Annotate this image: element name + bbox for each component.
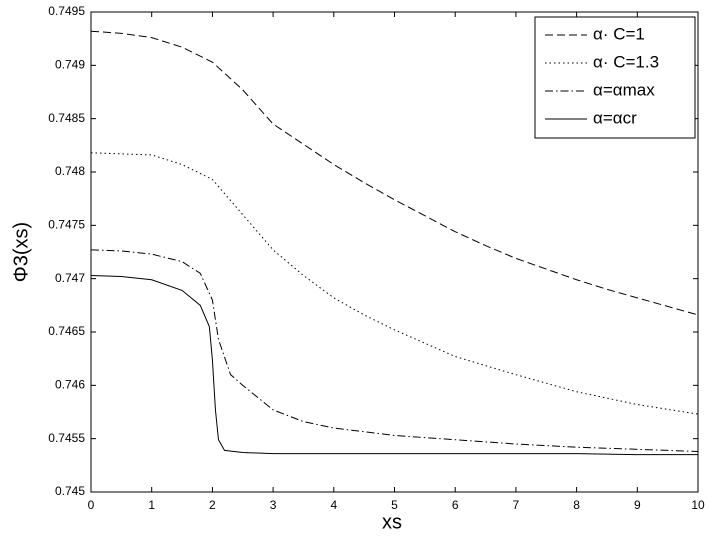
y-tick-label: 0.7475 xyxy=(48,218,85,232)
legend-label: α· C=1 xyxy=(593,24,645,43)
x-tick-label: 8 xyxy=(573,498,580,512)
y-axis-label: Φ3(xs) xyxy=(10,222,32,282)
y-tick-label: 0.749 xyxy=(55,58,85,72)
legend-label: α=αmax xyxy=(593,80,655,99)
legend-box xyxy=(534,16,696,139)
x-axis-label: xs xyxy=(382,511,402,533)
y-tick-label: 0.7465 xyxy=(48,324,85,338)
x-tick-label: 7 xyxy=(513,498,520,512)
x-tick-label: 2 xyxy=(209,498,216,512)
series-line xyxy=(90,249,699,452)
series-line xyxy=(90,152,699,415)
legend-label: α=αcr xyxy=(593,108,637,127)
legend-label: α· C=1.3 xyxy=(593,52,659,71)
series-line xyxy=(90,30,699,316)
y-tick-label: 0.7495 xyxy=(48,4,85,18)
x-tick-label: 4 xyxy=(330,498,337,512)
y-tick-label: 0.746 xyxy=(55,378,85,392)
series-line xyxy=(90,274,698,456)
y-tick-label: 0.7455 xyxy=(48,431,85,445)
x-tick-label: 10 xyxy=(691,498,705,512)
y-tick-label: 0.748 xyxy=(55,164,85,178)
x-tick-label: 9 xyxy=(634,498,641,512)
y-tick-label: 0.7485 xyxy=(48,111,85,125)
x-tick-label: 0 xyxy=(88,498,95,512)
x-tick-label: 3 xyxy=(270,498,277,512)
x-tick-label: 5 xyxy=(391,498,398,512)
y-tick-label: 0.745 xyxy=(55,484,85,498)
x-tick-label: 6 xyxy=(452,498,459,512)
x-tick-label: 1 xyxy=(148,498,155,512)
y-tick-label: 0.747 xyxy=(55,271,85,285)
